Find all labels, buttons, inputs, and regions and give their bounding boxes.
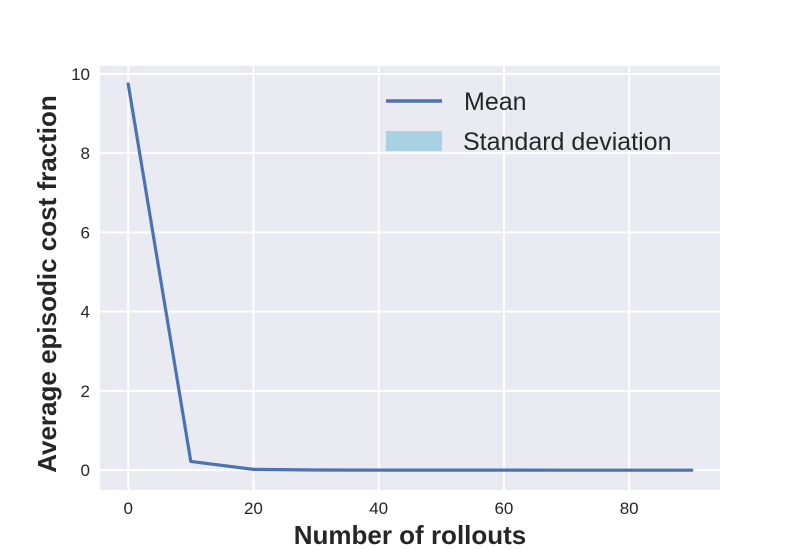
- series-layer: [126, 82, 694, 472]
- x-tick-label: 40: [369, 499, 388, 518]
- legend-std-label: Standard deviation: [463, 128, 671, 156]
- x-tick-label: 20: [244, 499, 263, 518]
- legend-mean-label: Mean: [464, 88, 527, 116]
- y-tick-label: 8: [81, 144, 90, 163]
- y-tick-label: 6: [81, 223, 90, 242]
- y-axis-ticks: 0 2 4 6 8 10: [71, 65, 90, 480]
- y-tick-label: 0: [81, 461, 90, 480]
- y-axis-title: Average episodic cost fraction: [32, 95, 62, 473]
- y-tick-label: 2: [81, 382, 90, 401]
- y-tick-label: 10: [71, 65, 90, 84]
- series-line-mean: [126, 82, 694, 472]
- legend-std-swatch: [386, 131, 442, 151]
- x-tick-label: 80: [620, 499, 639, 518]
- grid: [100, 66, 720, 490]
- legend: Mean Standard deviation: [386, 88, 671, 156]
- x-tick-label: 60: [494, 499, 513, 518]
- x-axis-ticks: 0 20 40 60 80: [123, 499, 638, 518]
- x-tick-label: 0: [123, 499, 132, 518]
- y-tick-label: 4: [81, 303, 90, 322]
- x-axis-title: Number of rollouts: [294, 520, 527, 550]
